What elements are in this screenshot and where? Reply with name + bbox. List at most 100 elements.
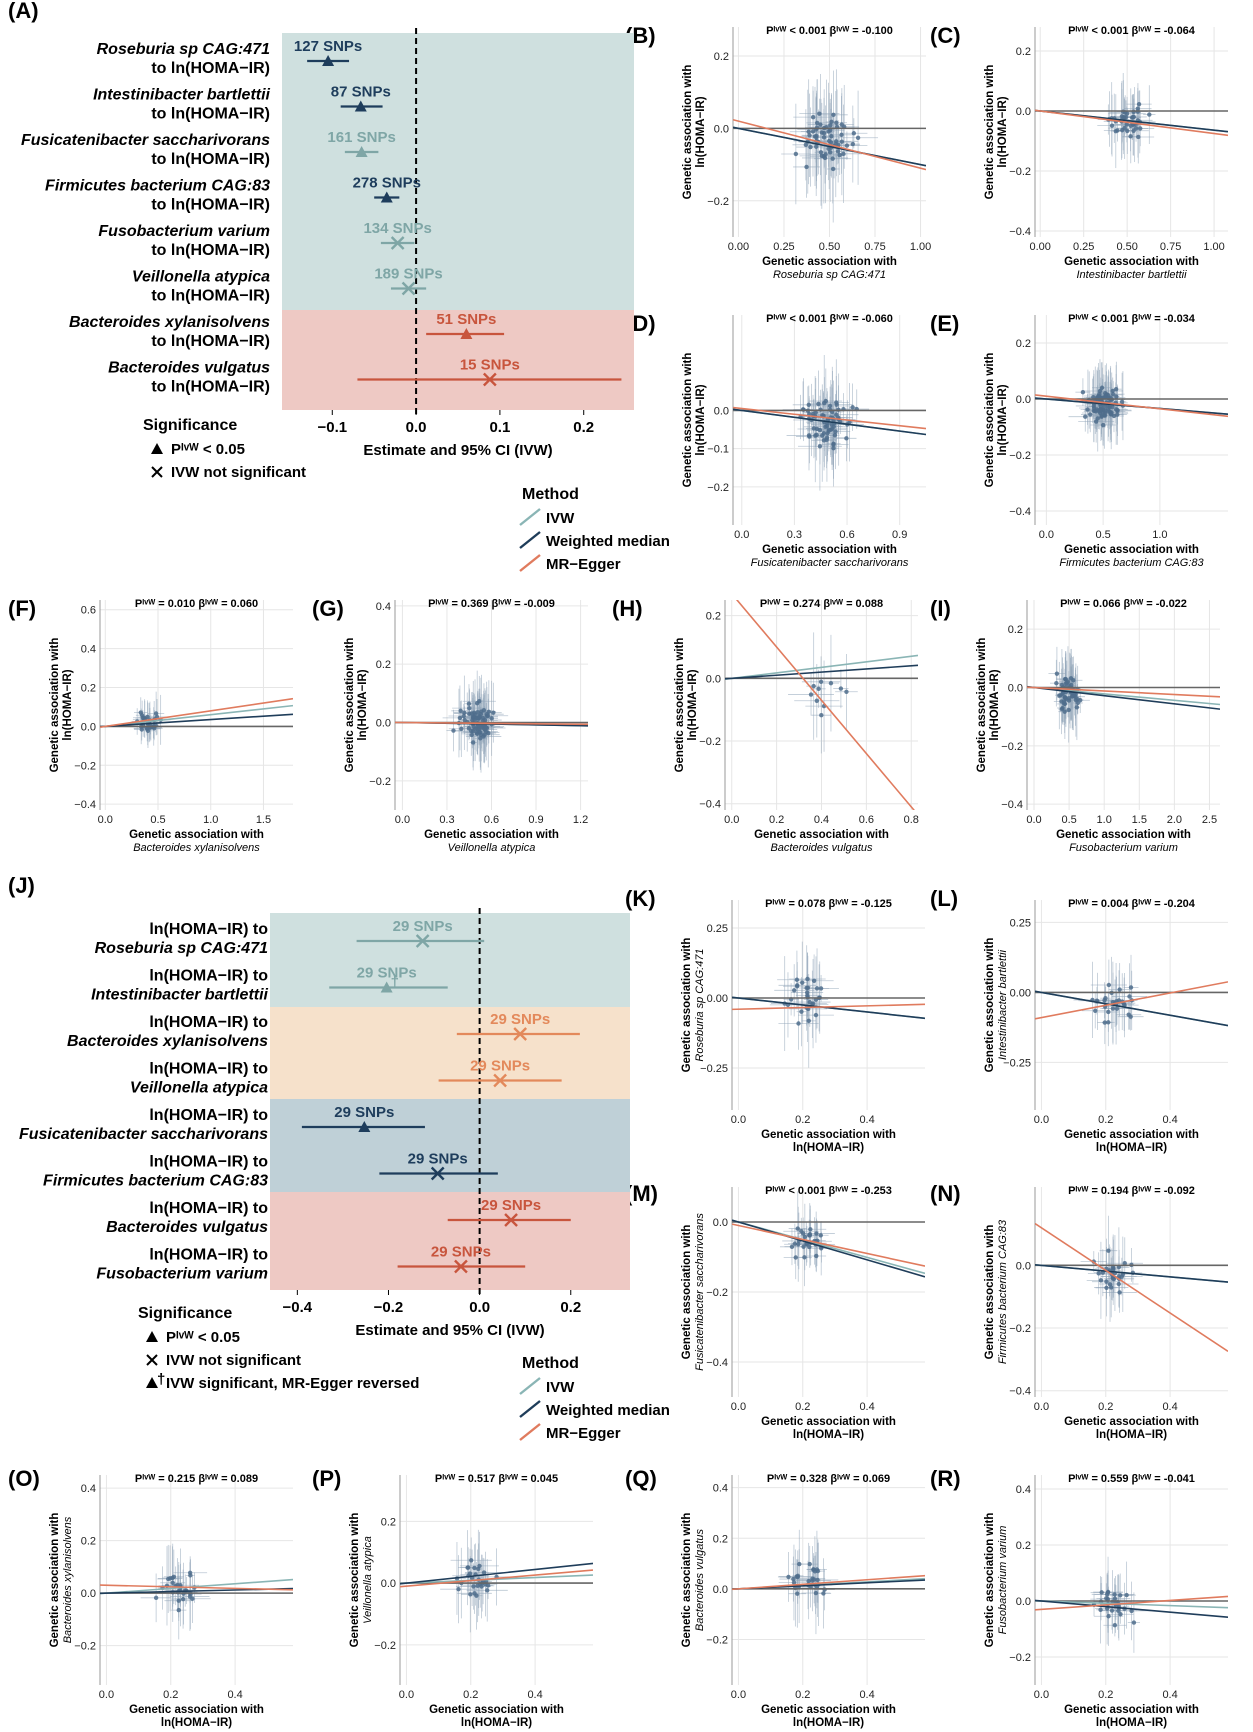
x-tick-label: 0.0 bbox=[399, 1689, 414, 1701]
legend-dagger: † bbox=[157, 1371, 165, 1388]
data-point bbox=[803, 142, 809, 148]
row-label-line1: ln(HOMA−IR) to bbox=[149, 921, 268, 938]
data-point bbox=[485, 1588, 490, 1593]
data-point bbox=[808, 692, 814, 697]
mr-egger-line bbox=[733, 118, 926, 171]
data-point bbox=[850, 405, 855, 410]
data-point bbox=[187, 1570, 193, 1575]
x-axis-subtitle: Veillonella atypica bbox=[448, 842, 536, 854]
data-point bbox=[1115, 407, 1120, 413]
x-tick-label: 0.6 bbox=[859, 814, 874, 826]
data-point bbox=[1103, 390, 1108, 396]
data-point bbox=[800, 1231, 806, 1236]
legend-line-key bbox=[519, 531, 541, 549]
x-tick-label: 0.5 bbox=[150, 814, 165, 826]
data-point bbox=[800, 980, 805, 985]
snp-count-label: 278 SNPs bbox=[353, 175, 421, 192]
mr-egger-line bbox=[1035, 109, 1228, 137]
snp-count-label: 51 SNPs bbox=[436, 311, 496, 328]
data-point bbox=[1102, 998, 1107, 1003]
method-legend-item: MR−Egger bbox=[546, 1425, 621, 1442]
y-axis-subtitle: Fusicatenibacter saccharivorans bbox=[694, 1213, 706, 1371]
data-point bbox=[482, 717, 488, 723]
data-point bbox=[804, 985, 809, 991]
data-point bbox=[811, 683, 816, 689]
data-point bbox=[839, 132, 844, 138]
x-axis-title: Genetic association with bbox=[1064, 1704, 1199, 1716]
row-label-line2: Firmicutes bacterium CAG:83 bbox=[43, 1173, 268, 1190]
data-point bbox=[479, 725, 484, 730]
x-tick-label: 0.0 bbox=[731, 1114, 746, 1126]
y-tick-label: −0.4 bbox=[74, 799, 96, 811]
weighted-median-line bbox=[1035, 990, 1228, 1027]
x-axis-subtitle: Bacteroides vulgatus bbox=[770, 842, 873, 854]
y-tick-label: 0.2 bbox=[714, 51, 729, 63]
data-point bbox=[456, 1587, 461, 1592]
data-point bbox=[153, 711, 159, 716]
y-tick-label: 0.2 bbox=[706, 611, 721, 623]
data-point bbox=[811, 426, 817, 431]
stat-label: Pᴵᵛᵂ = 0.010 βᴵᵛᵂ = 0.060 bbox=[135, 598, 258, 610]
data-point bbox=[1098, 1278, 1104, 1283]
scatter-panel-l: 0.0 0.2 0.4 −0.25 0.00 0.25 Pᴵᵛᵂ = 0.004 βᴵᵛᵂ … bbox=[930, 886, 1228, 1154]
data-point bbox=[1147, 112, 1152, 117]
triangle-marker bbox=[355, 146, 368, 157]
mr-egger-line bbox=[1035, 394, 1228, 418]
data-point bbox=[1124, 122, 1130, 127]
data-point bbox=[472, 1591, 477, 1596]
data-point bbox=[802, 1255, 807, 1260]
x-axis-title: Genetic association with bbox=[1064, 544, 1199, 556]
data-point bbox=[479, 1584, 484, 1589]
legend-x bbox=[151, 466, 163, 478]
data-point bbox=[806, 433, 812, 438]
data-point bbox=[1066, 707, 1071, 713]
row-label-line1: ln(HOMA−IR) to bbox=[149, 1200, 268, 1217]
legend-triangle bbox=[146, 1331, 158, 1342]
group-band bbox=[270, 913, 630, 1007]
x-axis-subtitle: ln(HOMA−IR) bbox=[1096, 1142, 1167, 1154]
y-axis-subtitle: ln(HOMA−IR) bbox=[357, 669, 369, 740]
method-legend-title: Method bbox=[522, 486, 579, 503]
x-tick-label: 0.9 bbox=[892, 529, 907, 541]
data-point bbox=[1074, 705, 1080, 710]
y-tick-label: 0.2 bbox=[381, 1516, 396, 1528]
data-point bbox=[808, 144, 813, 150]
panel-label: (Q) bbox=[625, 1466, 657, 1491]
data-point bbox=[474, 731, 480, 737]
data-point bbox=[794, 977, 800, 982]
triangle-marker bbox=[354, 100, 367, 112]
x-tick-label: −0.4 bbox=[283, 1299, 313, 1316]
weighted-median-line bbox=[733, 408, 926, 436]
data-point bbox=[813, 433, 818, 438]
data-point bbox=[814, 120, 820, 126]
data-point bbox=[810, 129, 816, 134]
data-point bbox=[827, 403, 833, 409]
x-tick-label: 0.0 bbox=[724, 814, 739, 826]
mr-egger-line bbox=[100, 697, 293, 728]
group-band bbox=[270, 1099, 630, 1192]
stat-label: Pᴵᵛᵂ < 0.001 βᴵᵛᵂ = -0.253 bbox=[765, 1185, 892, 1197]
row-label-line1: Bacteroides xylanisolvens bbox=[69, 314, 270, 331]
data-point bbox=[457, 715, 463, 721]
data-point bbox=[475, 1583, 480, 1589]
scatter-panel-c: 0.00 0.25 0.50 0.75 1.00 −0.4 −0.2 0.0 0.2 Pᴵᵛᵂ <… bbox=[930, 23, 1228, 281]
y-axis-title: Genetic association with bbox=[49, 1513, 61, 1648]
significance-item: Pᴵᵛᵂ < 0.05 bbox=[166, 1329, 240, 1346]
regression-lines bbox=[1035, 1595, 1228, 1619]
data-point bbox=[1054, 680, 1059, 686]
y-tick-label: 0.0 bbox=[376, 718, 391, 730]
data-point bbox=[1094, 407, 1099, 412]
triangle-marker bbox=[358, 1121, 371, 1132]
y-tick-label: −0.2 bbox=[707, 196, 729, 208]
forest-plot-forest_J: 29 SNPs ln(HOMA−IR) to Roseburia sp CAG:47… bbox=[8, 873, 630, 1392]
row-label-line1: Intestinibacter bartlettii bbox=[93, 87, 270, 104]
x-tick-label: 1.00 bbox=[910, 241, 931, 253]
data-point bbox=[1062, 676, 1068, 682]
data-point bbox=[1104, 1285, 1109, 1290]
data-point bbox=[469, 711, 474, 716]
data-point bbox=[1096, 1271, 1101, 1276]
y-axis-subtitle: ln(HOMA−IR) bbox=[997, 384, 1009, 455]
data-point bbox=[1122, 125, 1127, 131]
method-legend-item: MR−Egger bbox=[546, 556, 621, 573]
